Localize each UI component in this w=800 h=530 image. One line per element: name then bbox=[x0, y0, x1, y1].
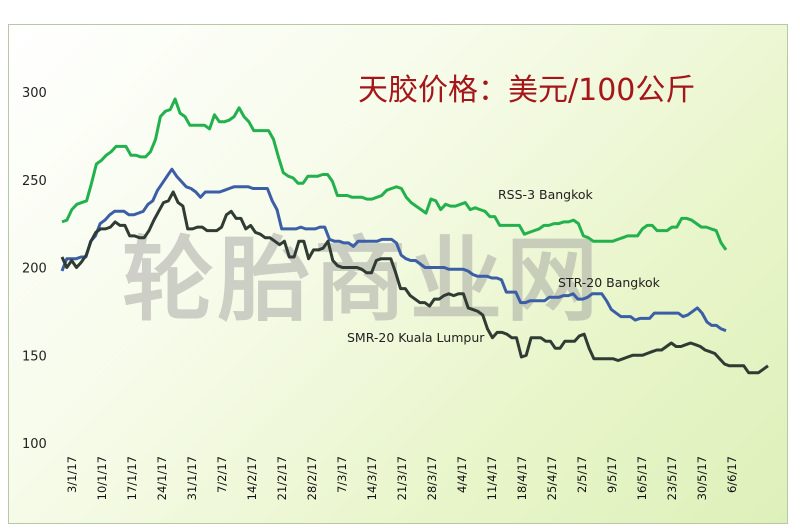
x-tick-label: 25/4/17 bbox=[545, 456, 559, 500]
series-label-rss3: RSS-3 Bangkok bbox=[498, 187, 594, 202]
smr20-line bbox=[60, 190, 769, 375]
str20-line bbox=[60, 167, 727, 333]
series-labels: RSS-3 Bangkok STR-20 Bangkok SMR-20 Kual… bbox=[347, 187, 661, 345]
x-tick-label: 17/1/17 bbox=[125, 456, 139, 500]
x-tick-label: 23/5/17 bbox=[665, 456, 679, 500]
y-tick-label: 250 bbox=[22, 174, 47, 189]
x-tick-label: 2/5/17 bbox=[575, 456, 589, 493]
x-tick-label: 31/1/17 bbox=[185, 456, 199, 500]
x-tick-label: 9/5/17 bbox=[605, 456, 619, 493]
watermark-text: 轮胎商业网 bbox=[122, 227, 602, 334]
y-tick-label: 150 bbox=[22, 349, 47, 364]
x-tick-label: 3/1/17 bbox=[65, 456, 79, 493]
x-tick-label: 14/3/17 bbox=[365, 456, 379, 500]
y-tick-label: 200 bbox=[22, 262, 47, 277]
x-tick-label: 21/2/17 bbox=[275, 456, 289, 500]
x-tick-label: 6/6/17 bbox=[725, 456, 739, 493]
x-tick-label: 21/3/17 bbox=[395, 456, 409, 500]
chart-title: 天胶价格：美元/100公斤 bbox=[358, 73, 695, 108]
x-tick-label: 24/1/17 bbox=[155, 456, 169, 500]
x-tick-label: 28/3/17 bbox=[425, 456, 439, 500]
y-axis: 100 150 200 250 300 bbox=[22, 86, 47, 452]
x-tick-label: 4/4/17 bbox=[455, 456, 469, 493]
y-tick-label: 300 bbox=[22, 86, 47, 101]
x-tick-label: 7/2/17 bbox=[215, 456, 229, 493]
x-axis: 3/1/17 10/1/17 17/1/17 24/1/17 31/1/17 7/2/17… bbox=[65, 456, 739, 500]
x-tick-label: 10/1/17 bbox=[95, 456, 109, 500]
y-tick-label: 100 bbox=[22, 437, 47, 452]
x-tick-label: 14/2/17 bbox=[245, 456, 259, 500]
x-tick-label: 16/5/17 bbox=[635, 456, 649, 500]
x-tick-label: 11/4/17 bbox=[485, 456, 499, 500]
x-tick-label: 30/5/17 bbox=[695, 456, 709, 500]
chart-frame bbox=[8, 24, 788, 524]
x-tick-label: 28/2/17 bbox=[305, 456, 319, 500]
rss3-line bbox=[61, 97, 728, 251]
x-tick-label: 7/3/17 bbox=[335, 456, 349, 493]
watermark: 轮胎商业网 bbox=[122, 227, 602, 334]
x-tick-label: 18/4/17 bbox=[515, 456, 529, 500]
series-lines bbox=[60, 97, 769, 375]
series-label-smr20: SMR-20 Kuala Lumpur bbox=[347, 330, 485, 345]
series-label-str20: STR-20 Bangkok bbox=[558, 275, 661, 290]
